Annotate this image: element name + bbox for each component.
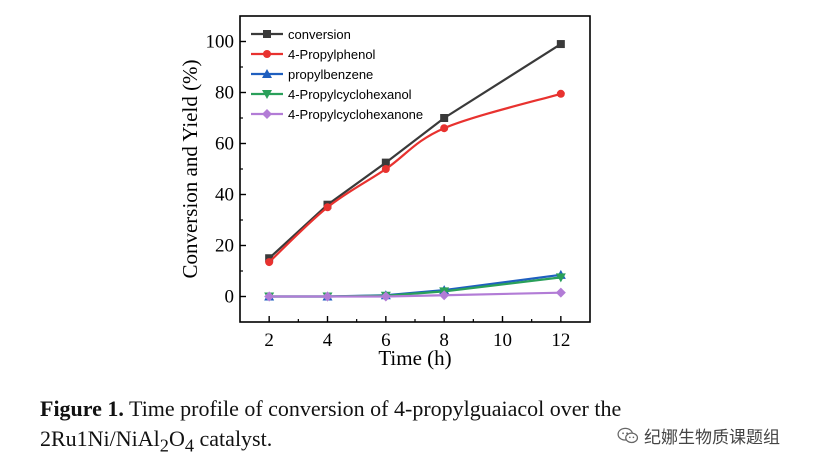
legend-marker — [263, 30, 271, 38]
caption-figure-label: Figure 1. — [40, 396, 124, 421]
caption-line1: Time profile of conversion of 4-propylgu… — [129, 396, 622, 421]
data-point — [323, 203, 332, 212]
data-point — [555, 287, 566, 298]
data-point — [264, 291, 275, 302]
legend-label: 4-Propylcyclohexanol — [288, 87, 412, 102]
legend-marker — [263, 50, 271, 58]
wechat-icon — [617, 427, 639, 443]
x-axis-label: Time (h) — [378, 346, 451, 370]
x-tick-label: 2 — [264, 330, 274, 351]
y-tick-label: 80 — [215, 83, 234, 104]
series-4-propylphenol — [265, 89, 565, 267]
watermark-text: 纪娜生物质课题组 — [644, 428, 780, 448]
x-tick-label: 8 — [439, 330, 449, 351]
y-tick-label: 100 — [206, 32, 235, 53]
legend-label: 4-Propylcyclohexanone — [288, 107, 423, 122]
y-tick-label: 40 — [215, 185, 234, 206]
figure-caption: Figure 1. Time profile of conversion of … — [40, 394, 765, 460]
data-point — [380, 291, 391, 302]
x-tick-label: 4 — [323, 330, 333, 351]
data-point — [265, 258, 274, 267]
line-chart: 2 4 6 8 10 12 0 20 40 60 80 100 conversion 4-Propylp… — [178, 15, 591, 370]
caption-line2-mid: O — [168, 426, 185, 451]
data-point — [556, 40, 565, 49]
legend: conversion 4-Propylphenol propylbenzene 4-P… — [251, 27, 423, 122]
legend-marker — [262, 109, 272, 119]
y-tick-label: 0 — [225, 287, 235, 308]
data-point — [440, 114, 449, 122]
data-point — [439, 290, 450, 301]
data-point — [322, 291, 333, 302]
legend-marker — [262, 69, 272, 78]
legend-marker — [262, 90, 272, 99]
data-point — [555, 273, 566, 283]
y-tick-label: 20 — [215, 236, 234, 257]
caption-sub2: 4 — [184, 435, 195, 456]
y-tick-label: 60 — [215, 134, 234, 155]
data-point — [381, 158, 390, 167]
x-tick-label: 10 — [493, 330, 512, 351]
caption-line2-post: catalyst. — [194, 426, 273, 451]
axis-ticks: 2 4 6 8 10 12 0 20 40 60 80 100 — [206, 32, 571, 352]
caption-sub1: 2 — [159, 435, 169, 456]
data-point — [440, 124, 449, 133]
data-point — [381, 165, 390, 173]
watermark: 纪娜生物质课题组 — [617, 423, 780, 448]
x-tick-label: 12 — [551, 330, 570, 351]
caption-line2-pre: 2Ru1Ni/NiAl — [40, 426, 160, 451]
x-tick-label: 6 — [381, 330, 391, 351]
series-layer — [264, 40, 566, 302]
legend-label: propylbenzene — [288, 67, 373, 82]
y-axis-label: Conversion and Yield (%) — [178, 59, 202, 278]
legend-label: conversion — [288, 27, 351, 42]
legend-label: 4-Propylphenol — [288, 47, 376, 62]
data-point — [556, 89, 565, 98]
series-4-propylcyclohexanone — [264, 287, 566, 302]
